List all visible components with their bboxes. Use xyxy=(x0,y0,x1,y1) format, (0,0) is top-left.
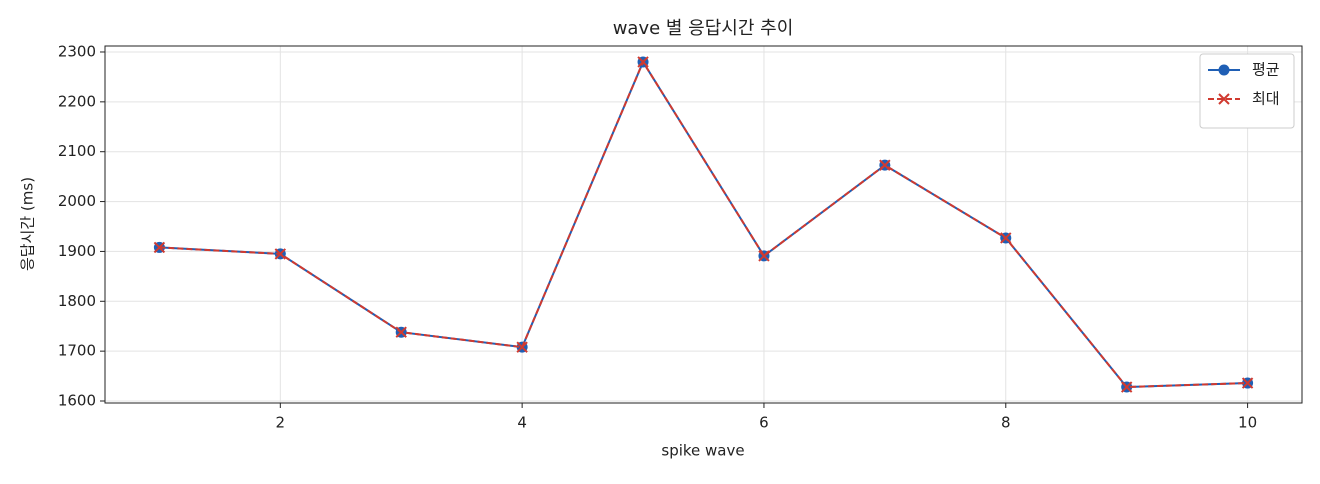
marker xyxy=(1000,232,1012,244)
marker xyxy=(758,250,770,262)
marker xyxy=(1120,381,1133,393)
y-tick-label: 1600 xyxy=(58,392,96,410)
legend-box xyxy=(1199,53,1295,129)
series-line xyxy=(159,59,1248,389)
marker xyxy=(879,159,891,171)
marker xyxy=(637,56,649,68)
marker xyxy=(395,326,407,338)
x-axis-label: spike wave xyxy=(661,442,744,460)
y-tick-label: 2100 xyxy=(58,142,96,160)
x-tick-label: 2 xyxy=(276,414,286,432)
plot-frame xyxy=(104,45,1303,404)
y-tick-label: 1700 xyxy=(58,342,96,360)
legend-label: 최대 xyxy=(1252,90,1280,108)
x-tick-label: 10 xyxy=(1238,414,1257,432)
legend-label: 평균 xyxy=(1252,61,1280,79)
y-tick-label: 2300 xyxy=(58,42,96,60)
y-tick-label: 2200 xyxy=(58,92,96,110)
y-tick-label: 1900 xyxy=(58,242,96,260)
y-axis-label: 응답시간 (ms) xyxy=(19,177,37,271)
marker xyxy=(516,341,528,353)
y-tick-label: 1800 xyxy=(58,292,96,310)
series-line xyxy=(159,59,1248,389)
marker xyxy=(274,248,287,260)
x-tick-label: 4 xyxy=(517,414,527,432)
x-tick-label: 8 xyxy=(1001,414,1011,432)
chart-title: wave 별 응답시간 추이 xyxy=(613,18,794,39)
x-tick-label: 6 xyxy=(759,414,769,432)
marker xyxy=(1241,377,1254,389)
y-tick-label: 2000 xyxy=(58,192,96,210)
marker xyxy=(153,241,166,254)
legend-marker xyxy=(1218,93,1230,105)
legend-marker xyxy=(1218,64,1230,76)
